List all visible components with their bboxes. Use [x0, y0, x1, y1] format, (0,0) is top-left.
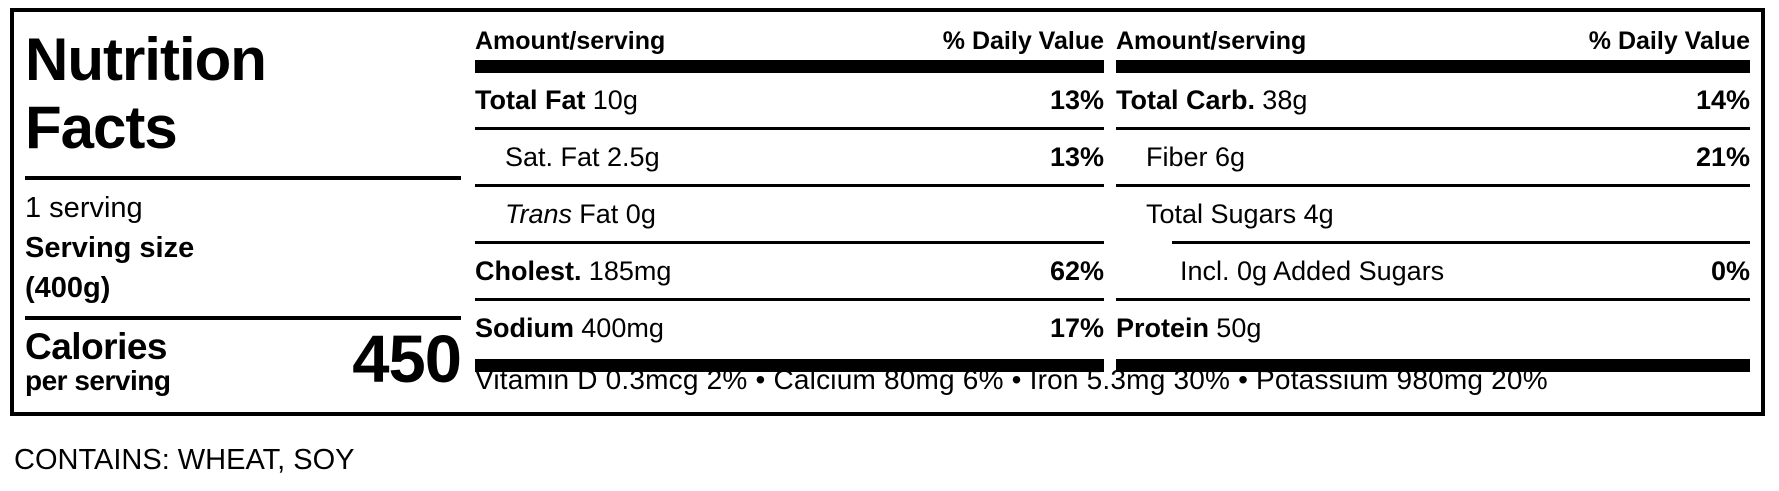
nutrient-name: Protein 50g	[1116, 313, 1269, 344]
nutrient-name: Total Sugars 4g	[1116, 199, 1341, 230]
nutrient-name: Total Carb. 38g	[1116, 85, 1315, 116]
nutrient-amount: Fiber 6g	[1146, 141, 1246, 172]
daily-value-percent: 13%	[1049, 141, 1104, 172]
nutrient-name: Fiber 6g	[1116, 142, 1252, 173]
divider	[475, 127, 1104, 130]
divider	[1116, 127, 1750, 130]
table-header: Amount/serving % Daily Value	[475, 16, 1104, 56]
calories-label-block: Calories per serving	[25, 325, 171, 396]
nutrient-amount: Total Sugars 4g	[1146, 198, 1334, 229]
divider	[475, 241, 1104, 244]
nutrient-label: Total Fat	[475, 84, 586, 115]
nutrient-name: Sat. Fat 2.5g	[475, 142, 667, 173]
nutrient-name: Incl. 0g Added Sugars	[1116, 256, 1451, 287]
nutrient-label: Total Carb.	[1116, 84, 1256, 115]
nutrient-amount: 185mg	[588, 255, 672, 286]
amount-serving-header: Amount/serving	[1116, 27, 1307, 55]
nutrient-amount: 50g	[1216, 312, 1262, 343]
daily-value-percent: 62%	[1049, 255, 1104, 286]
nutrient-amount: 38g	[1262, 84, 1308, 115]
calories-row: Calories per serving 450	[25, 321, 462, 397]
nutrient-table-left: Amount/serving % Daily Value Total Fat 10…	[475, 16, 1104, 372]
daily-value-percent: 17%	[1049, 312, 1104, 343]
nutrient-row-total-fat: Total Fat 10g 13%	[475, 73, 1104, 127]
nutrient-label: Protein	[1116, 312, 1210, 343]
calories-label: Calories	[25, 325, 168, 367]
divider	[475, 184, 1104, 187]
nutrition-facts-label: Nutrition Facts 1 serving Serving size (…	[10, 8, 1765, 416]
thick-divider	[1116, 60, 1750, 73]
label-title-line1: Nutrition	[25, 26, 267, 93]
nutrient-name: Trans Fat 0g	[475, 199, 663, 230]
calories-sublabel: per serving	[25, 364, 171, 396]
nutrient-amount: 10g	[592, 84, 638, 115]
thick-divider	[1116, 359, 1750, 372]
daily-value-header: % Daily Value	[942, 27, 1104, 55]
label-left-panel: Nutrition Facts 1 serving Serving size (…	[25, 16, 462, 397]
nutrient-name: Sodium 400mg	[475, 313, 671, 344]
serving-size-label: Serving size	[25, 231, 195, 264]
nutrient-label-italic: Trans	[505, 198, 573, 229]
daily-value-percent: 14%	[1695, 84, 1750, 115]
divider	[25, 315, 461, 320]
nutrient-amount: Incl. 0g Added Sugars	[1180, 255, 1445, 286]
daily-value-percent: 0%	[1710, 255, 1750, 286]
allergen-statement: CONTAINS: WHEAT, SOY	[14, 444, 355, 476]
nutrient-row-total-carb: Total Carb. 38g 14%	[1116, 73, 1750, 127]
divider	[1116, 298, 1750, 301]
daily-value-header: % Daily Value	[1588, 27, 1750, 55]
thick-divider	[475, 60, 1104, 73]
nutrient-label: Sodium	[475, 312, 574, 343]
nutrient-row-added-sugars: Incl. 0g Added Sugars 0%	[1116, 244, 1750, 298]
amount-serving-header: Amount/serving	[475, 27, 666, 55]
divider	[1116, 184, 1750, 187]
label-title: Nutrition Facts	[25, 26, 461, 162]
nutrient-amount: Sat. Fat 2.5g	[505, 141, 660, 172]
nutrient-row-sat-fat: Sat. Fat 2.5g 13%	[475, 130, 1104, 184]
serving-size-value: (400g)	[25, 271, 111, 304]
calories-value: 450	[352, 321, 462, 397]
micronutrients-line: Vitamin D 0.3mcg 2% • Calcium 80mg 6% • …	[475, 364, 1548, 395]
divider-indented	[1172, 241, 1750, 244]
daily-value-percent: 21%	[1695, 141, 1750, 172]
nutrient-label: Cholest.	[475, 255, 582, 286]
nutrient-amount: Fat 0g	[579, 198, 656, 229]
nutrient-row-trans-fat: Trans Fat 0g	[475, 187, 1104, 241]
nutrient-row-fiber: Fiber 6g 21%	[1116, 130, 1750, 184]
thick-divider	[475, 359, 1104, 372]
nutrient-amount: 400mg	[581, 312, 664, 343]
nutrient-row-protein: Protein 50g	[1116, 301, 1750, 355]
nutrient-row-cholesterol: Cholest. 185mg 62%	[475, 244, 1104, 298]
nutrient-name: Cholest. 185mg	[475, 256, 679, 287]
table-header: Amount/serving % Daily Value	[1116, 16, 1750, 56]
nutrient-name: Total Fat 10g	[475, 85, 645, 116]
nutrient-row-sodium: Sodium 400mg 17%	[475, 301, 1104, 355]
daily-value-percent: 13%	[1049, 84, 1104, 115]
nutrient-table-right: Amount/serving % Daily Value Total Carb.…	[1116, 16, 1750, 372]
divider	[475, 298, 1104, 301]
label-title-line2: Facts	[25, 93, 178, 161]
serving-count: 1 serving	[25, 191, 143, 224]
divider	[25, 175, 461, 180]
nutrient-row-total-sugars: Total Sugars 4g	[1116, 187, 1750, 241]
